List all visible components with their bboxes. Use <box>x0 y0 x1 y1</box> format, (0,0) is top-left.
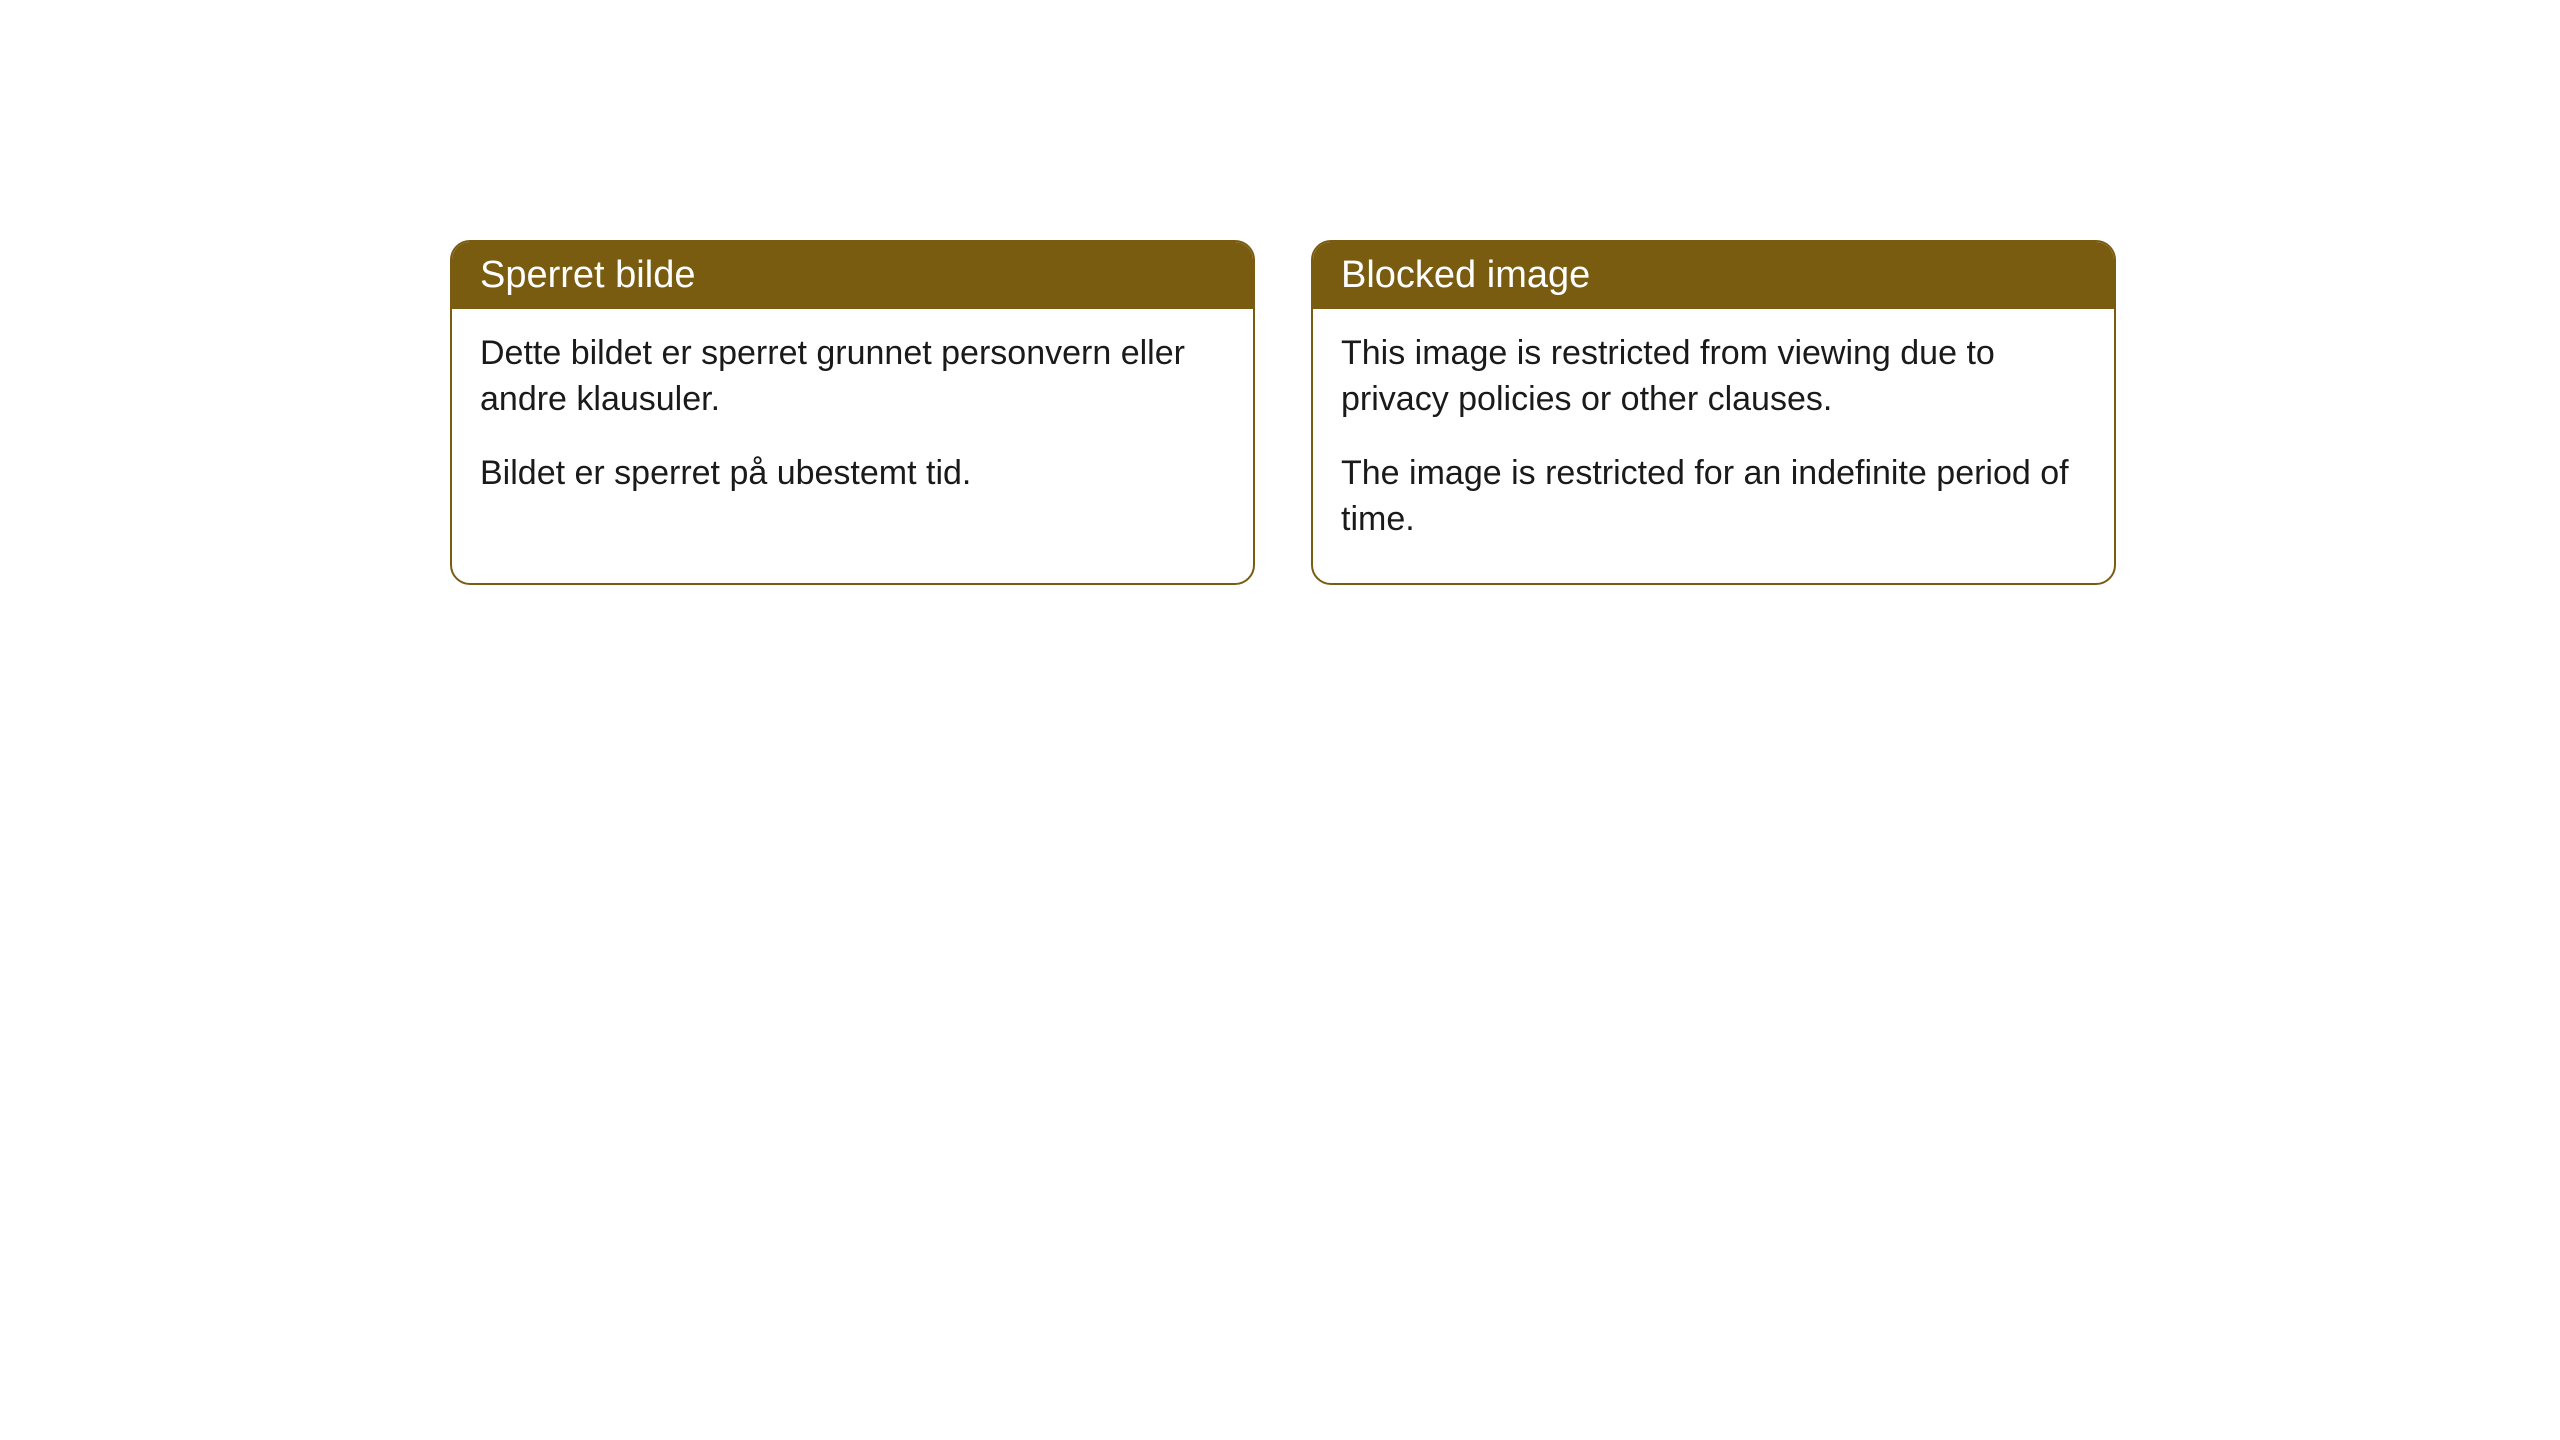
notice-cards-container: Sperret bilde Dette bildet er sperret gr… <box>0 0 2560 585</box>
card-body-english: This image is restricted from viewing du… <box>1313 309 2114 583</box>
notice-card-english: Blocked image This image is restricted f… <box>1311 240 2116 585</box>
paragraph-2-norwegian: Bildet er sperret på ubestemt tid. <box>480 451 1225 497</box>
paragraph-2-english: The image is restricted for an indefinit… <box>1341 451 2086 543</box>
notice-card-norwegian: Sperret bilde Dette bildet er sperret gr… <box>450 240 1255 585</box>
card-body-norwegian: Dette bildet er sperret grunnet personve… <box>452 309 1253 537</box>
paragraph-1-english: This image is restricted from viewing du… <box>1341 331 2086 423</box>
card-header-english: Blocked image <box>1313 242 2114 309</box>
paragraph-1-norwegian: Dette bildet er sperret grunnet personve… <box>480 331 1225 423</box>
card-header-norwegian: Sperret bilde <box>452 242 1253 309</box>
